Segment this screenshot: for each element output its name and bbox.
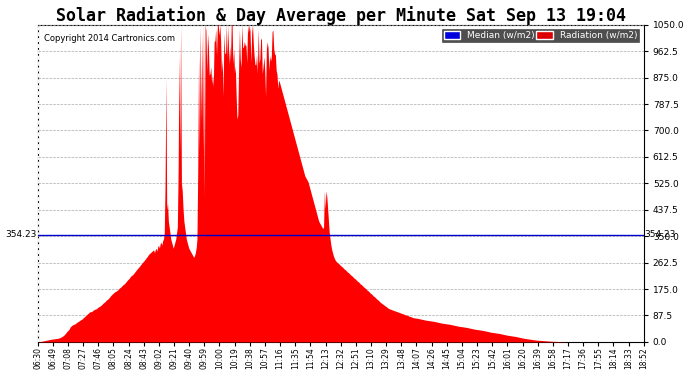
Text: 354.23: 354.23 [6, 230, 37, 239]
Legend: Median (w/m2), Radiation (w/m2): Median (w/m2), Radiation (w/m2) [442, 29, 639, 42]
Text: Copyright 2014 Cartronics.com: Copyright 2014 Cartronics.com [43, 34, 175, 43]
Title: Solar Radiation & Day Average per Minute Sat Sep 13 19:04: Solar Radiation & Day Average per Minute… [56, 6, 626, 24]
Text: 354.23: 354.23 [644, 230, 676, 239]
